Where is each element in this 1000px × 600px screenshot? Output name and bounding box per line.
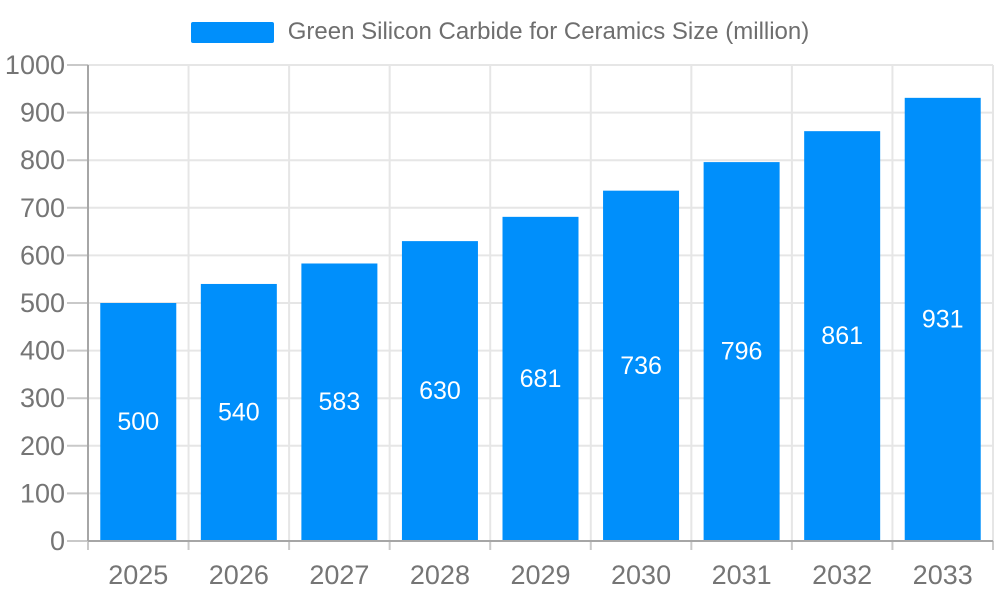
x-tick-label: 2027	[309, 560, 369, 590]
y-tick-label: 500	[20, 288, 65, 318]
y-tick-label: 600	[20, 240, 65, 270]
bar	[703, 162, 780, 541]
x-tick-label: 2025	[108, 560, 168, 590]
bar-value-label: 796	[721, 338, 763, 366]
bar-value-label: 583	[319, 388, 361, 416]
bar	[804, 131, 881, 541]
x-tick-label: 2031	[712, 560, 772, 590]
bar-value-label: 630	[419, 377, 461, 405]
x-tick-label: 2030	[611, 560, 671, 590]
y-tick-label: 200	[20, 431, 65, 461]
x-tick-label: 2028	[410, 560, 470, 590]
legend-marker-icon	[190, 21, 274, 43]
bar	[603, 190, 680, 541]
bar-value-label: 681	[520, 365, 562, 393]
bar	[502, 216, 579, 541]
legend-label: Green Silicon Carbide for Ceramics Size …	[287, 18, 810, 45]
bar	[401, 241, 478, 541]
bar	[100, 303, 177, 541]
bar-value-label: 861	[821, 322, 863, 350]
bar	[301, 263, 378, 541]
bar-value-label: 540	[218, 398, 260, 426]
y-tick-label: 300	[20, 383, 65, 413]
bar	[200, 283, 277, 541]
y-tick-label: 400	[20, 336, 65, 366]
legend-item[interactable]: Green Silicon Carbide for Ceramics Size …	[0, 18, 1000, 46]
x-tick-label: 2033	[913, 560, 973, 590]
x-tick-label: 2032	[812, 560, 872, 590]
y-tick-label: 900	[20, 98, 65, 128]
y-tick-label: 100	[20, 478, 65, 508]
bar-value-label: 736	[620, 352, 662, 380]
y-tick-label: 1000	[5, 50, 65, 80]
x-tick-label: 2029	[510, 560, 570, 590]
y-tick-label: 0	[50, 526, 65, 556]
bar	[904, 97, 981, 542]
bar-value-label: 931	[922, 305, 964, 333]
y-tick-label: 700	[20, 193, 65, 223]
bar-value-label: 500	[117, 408, 159, 436]
x-tick-label: 2026	[209, 560, 269, 590]
y-tick-label: 800	[20, 145, 65, 175]
